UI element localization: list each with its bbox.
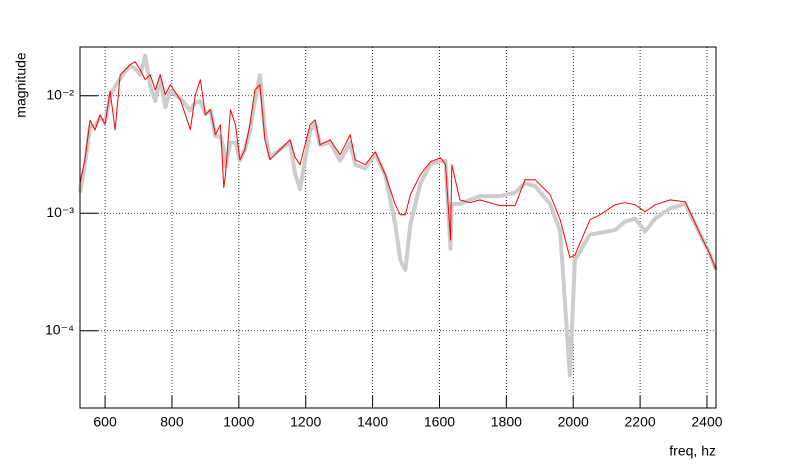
x-tick-label: 600 [93, 414, 117, 430]
y-tick-label: 10⁻² [46, 86, 74, 102]
plot-frame [79, 46, 717, 409]
y-tick-label: 10⁻³ [46, 204, 74, 220]
x-tick-label: 1600 [424, 414, 455, 430]
x-tick-label: 1800 [491, 414, 522, 430]
x-axis-label: freq, hz [669, 443, 716, 459]
x-tick-label: 2000 [558, 414, 589, 430]
series-line [78, 53, 718, 378]
x-tick-label: 2200 [625, 414, 656, 430]
y-axis-label: magnitude [13, 52, 29, 118]
x-tick-label: 2400 [691, 414, 722, 430]
x-tick-label: 800 [160, 414, 184, 430]
series-line [79, 61, 717, 271]
x-tick-label: 1000 [223, 414, 254, 430]
y-tick-label: 10⁻⁴ [45, 321, 74, 337]
x-tick-label: 1200 [290, 414, 321, 430]
x-tick-label: 1400 [357, 414, 388, 430]
